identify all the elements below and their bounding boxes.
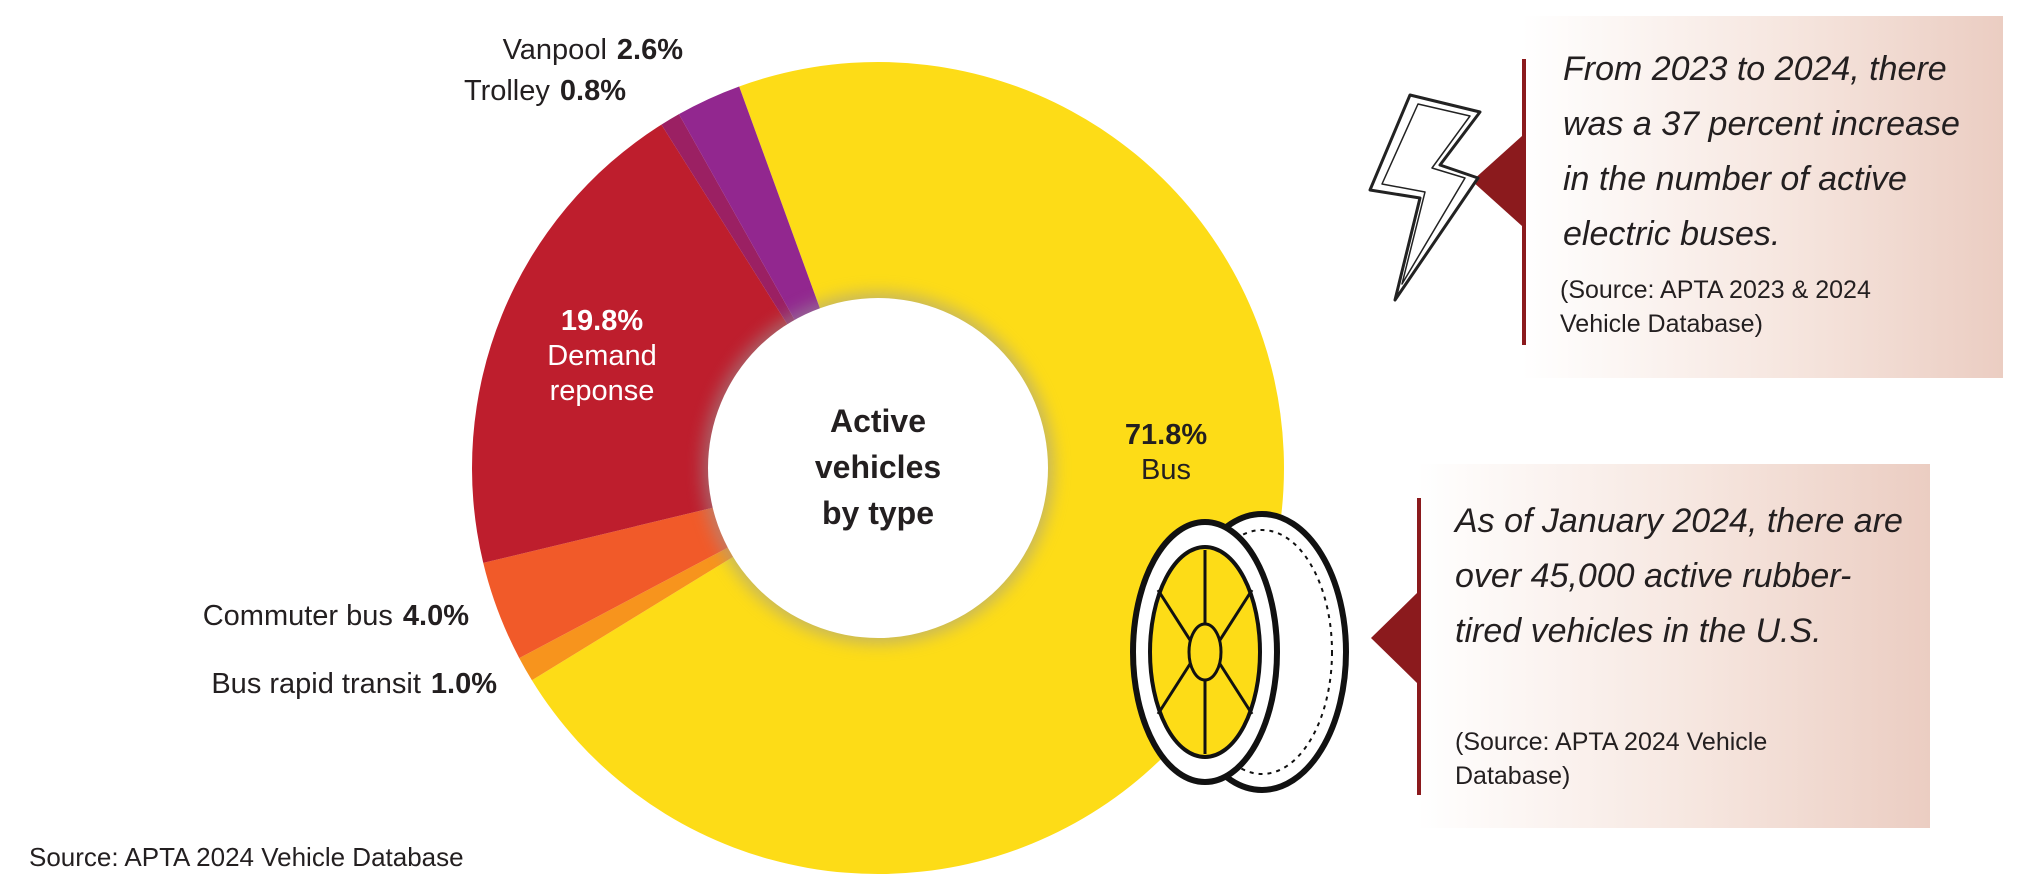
donut-slice: [519, 514, 793, 681]
category-name: Vanpool: [502, 34, 607, 66]
category-name: Commuter bus: [202, 600, 393, 632]
category-name: Demand reponse: [547, 340, 657, 407]
value-label: 19.8%: [560, 305, 644, 337]
donut-slice: [661, 114, 829, 384]
hole: [708, 298, 1048, 638]
value-label: 1.0%: [430, 668, 497, 700]
callout-box: [1522, 16, 2003, 378]
source: Source: APTA 2024 Vehicle Database: [29, 842, 464, 872]
tire-icon: [1130, 511, 1349, 793]
slice-label: Commuter bus 4.0%: [203, 599, 469, 633]
pointer: [1472, 136, 1522, 226]
slice-label: 19.8% Demand reponse: [517, 304, 687, 409]
center-label: Active vehicles by type: [814, 403, 942, 531]
slice-label: 71.8% Bus: [1081, 418, 1251, 488]
callout-text: As of January 2024, there are over 45,00…: [1455, 502, 1903, 650]
callout-source: (Source: APTA 2023 & 2024 Vehicle Databa…: [1560, 276, 1871, 338]
donut-slice: [531, 62, 1284, 875]
donut-slice: [678, 86, 844, 381]
donut-slice: [483, 491, 790, 659]
callout-box: [1417, 464, 1930, 828]
category-name: Bus: [1141, 454, 1191, 486]
callout-source: (Source: APTA 2024 Vehicle Database): [1455, 728, 1768, 790]
slice-label: Bus rapid transit 1.0%: [211, 667, 497, 701]
value-label: 4.0%: [402, 600, 469, 632]
callout-text: From 2023 to 2024, there was a 37 percen…: [1563, 50, 1960, 253]
value-label: 71.8%: [1124, 419, 1208, 451]
category-name: Trolley: [463, 75, 550, 107]
lightning-icon: [1368, 93, 1482, 302]
callout-bar: [1522, 59, 1526, 345]
value-label: 0.8%: [559, 75, 626, 107]
callout-bar: [1417, 498, 1421, 795]
slice-label: Trolley 0.8%: [464, 74, 626, 108]
category-name: Bus rapid transit: [211, 668, 421, 700]
value-label: 2.6%: [616, 34, 683, 66]
pointer: [1371, 593, 1417, 683]
slice-label: Vanpool 2.6%: [503, 33, 683, 67]
